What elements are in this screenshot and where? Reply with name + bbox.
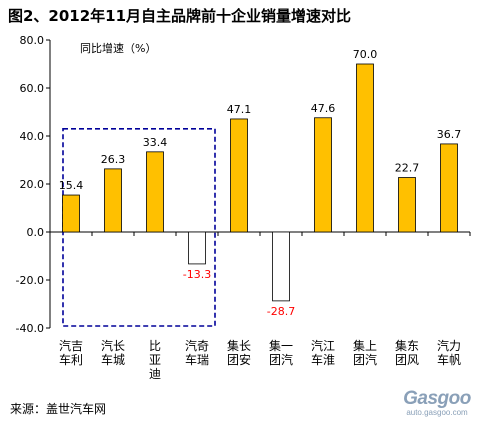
category-label-5-char: 团 [227,353,239,367]
bar-2 [104,168,122,233]
y-tick-label: 0.0 [27,226,45,239]
category-label-8-char: 集 [353,338,365,353]
category-label-5-char: 长 [239,339,251,353]
category-label-10-char: 帆 [449,352,461,367]
bar-4 [188,231,206,265]
labels: 15.4吉利汽车26.3长城汽车33.4比亚迪-13.3奇瑞汽车47.1长安集团… [59,48,462,381]
category-label-8-char: 团 [353,353,365,367]
category-label-10-char: 汽 [437,338,449,353]
category-label-4-char: 奇 [197,339,209,353]
y-axis-title: 同比增速（%） [80,41,156,55]
category-label-7-char: 车 [311,352,323,367]
data-label-1: 15.4 [59,179,84,192]
category-label-6-char: 一 [281,339,293,353]
data-label-3: 33.4 [143,136,168,149]
highlight-dashed-box [62,128,216,327]
category-label-3-char: 迪 [149,367,161,381]
data-label-5: 47.1 [227,103,252,116]
category-label-10-char: 力 [449,339,461,353]
data-label-2: 26.3 [101,153,126,166]
bar-10 [440,143,458,233]
data-label-4: -13.3 [183,268,211,281]
category-label-6-char: 集 [269,338,281,353]
bar-5 [230,118,248,233]
y-tick-label: 60.0 [20,82,45,95]
y-tick-label: 20.0 [20,178,45,191]
category-label-7-char: 江 [323,339,335,353]
category-label-7-char: 淮 [323,353,335,367]
category-label-1-char: 利 [71,353,83,367]
data-label-9: 22.7 [395,162,420,175]
source-note: 来源：盖世汽车网 [10,402,107,416]
category-label-2-char: 城 [113,353,125,367]
category-label-8-char: 汽 [365,352,377,367]
category-label-2-char: 车 [101,352,113,367]
category-label-6-char: 团 [269,353,281,367]
category-label-1-char: 车 [59,352,71,367]
category-label-1-char: 吉 [71,339,83,353]
bar-3 [146,151,164,233]
category-label-4-char: 汽 [185,338,197,353]
y-tick-label: -20.0 [16,274,44,287]
category-label-6-char: 汽 [281,352,293,367]
category-label-5-char: 安 [239,352,251,367]
category-label-5-char: 集 [227,338,239,353]
category-label-9-char: 集 [395,338,407,353]
category-label-4-char: 车 [185,352,197,367]
category-label-2-char: 汽 [101,338,113,353]
category-label-2-char: 长 [113,339,125,353]
data-label-7: 47.6 [311,102,336,115]
bars [62,63,458,302]
category-label-3-char: 亚 [149,353,161,367]
gasgoo-watermark: Gasgoo auto.gasgoo.com [392,388,482,424]
y-tick-label: 80.0 [20,34,45,47]
bar-8 [356,63,374,233]
bar-7 [314,117,332,233]
watermark-logo: Gasgoo [403,388,471,409]
category-label-9-char: 风 [407,353,419,367]
category-label-8-char: 上 [365,339,377,353]
y-tick-label: 40.0 [20,130,45,143]
y-tick-label: -40.0 [16,322,44,335]
category-label-3-char: 比 [149,339,161,353]
category-label-7-char: 汽 [311,338,323,353]
category-label-9-char: 团 [395,353,407,367]
category-label-4-char: 瑞 [197,353,209,367]
chart-title: 图2、2012年11月自主品牌前十企业销量增速对比 [8,7,352,25]
category-label-1-char: 汽 [59,338,71,353]
bar-9 [398,177,416,233]
category-label-10-char: 车 [437,352,449,367]
data-label-8: 70.0 [353,48,378,61]
data-label-10: 36.7 [437,128,462,141]
watermark-url: auto.gasgoo.com [406,408,468,417]
bar-1 [62,194,80,233]
bar-6 [272,231,290,302]
data-label-6: -28.7 [267,305,295,318]
category-label-9-char: 东 [407,339,419,353]
